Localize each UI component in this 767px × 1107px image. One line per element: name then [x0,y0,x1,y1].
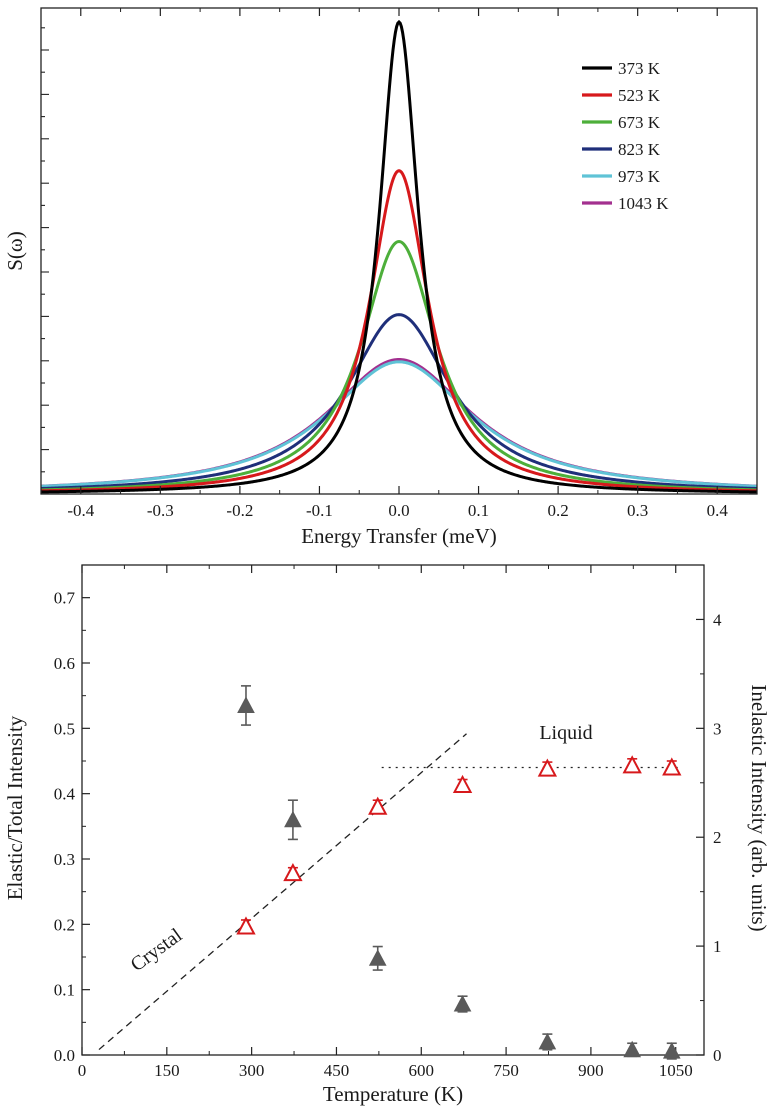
series-line-823-K [40,313,758,491]
elastic-total-point [284,810,302,828]
bottom-right-y-tick-label: 1 [713,937,722,956]
series-line-673-K [40,239,758,492]
top-x-tick-label: -0.2 [226,501,253,520]
top-x-tick-label: -0.1 [306,501,333,520]
bottom-x-tick-label: 750 [493,1061,519,1080]
bottom-plot-frame [81,564,705,1056]
bottom-x-tick-label: 450 [324,1061,350,1080]
top-legend: 373 K 523 K 673 K 823 K 973 K 1043 K [582,59,669,213]
inelastic-point [452,774,473,793]
inelastic-point [662,757,682,776]
top-x-tick-label: -0.3 [147,501,174,520]
bottom-x-tick-label: 1050 [659,1061,693,1080]
legend-label: 1043 K [618,194,669,213]
elastic-total-point [538,1032,557,1050]
elastic-total-point [662,1042,681,1059]
inelastic-point [537,758,558,777]
inelastic-point [368,796,388,815]
top-x-tick-label: 0.4 [707,501,729,520]
bottom-right-y-tick-label: 3 [713,719,722,738]
series-line-973-K [40,360,758,488]
bottom-x-tick-label: 900 [578,1061,604,1080]
bottom-trend-lines [98,733,682,1051]
legend-label: 823 K [618,140,661,159]
bottom-axes: 0 150 300 450 600 750 900 1050 0.0 0.1 0.2 0.3 0.4 0.… [54,564,722,1080]
crystal-trend-line [98,733,467,1051]
bottom-left-y-tick-label: 0.3 [54,850,75,869]
bottom-left-y-tick-label: 0.1 [54,981,75,1000]
bottom-left-y-tick-label: 0.7 [54,589,76,608]
crystal-annotation: Crystal [127,924,187,976]
bottom-data-points [236,685,682,1060]
bottom-x-tick-label: 300 [239,1061,265,1080]
top-x-tick-label: 0.3 [627,501,648,520]
top-x-tick-label: 0.2 [547,501,568,520]
bottom-left-y-tick-label: 0.4 [54,785,76,804]
elastic-total-point [623,1040,642,1058]
bottom-x-tick-label: 0 [78,1061,87,1080]
top-x-tick-label: 0.1 [468,501,489,520]
bottom-left-y-tick-label: 0.0 [54,1046,75,1065]
bottom-right-y-tick-label: 0 [713,1046,722,1065]
bottom-right-y-axis-title: Inelastic Intensity (arb. units) [747,684,767,931]
legend-label: 523 K [618,86,661,105]
bottom-x-tick-label: 600 [409,1061,435,1080]
bottom-left-y-tick-label: 0.5 [54,719,75,738]
bottom-right-y-tick-label: 2 [713,828,722,847]
bottom-left-y-tick-label: 0.2 [54,915,75,934]
liquid-annotation: Liquid [539,722,592,744]
bottom-left-y-tick-label: 0.6 [54,654,75,673]
series-line-1043-K [40,357,758,488]
legend-label: 373 K [618,59,661,78]
bottom-x-tick-label: 150 [154,1061,180,1080]
inelastic-point [236,916,256,935]
elastic-total-point [368,949,387,966]
legend-label: 673 K [618,113,661,132]
bottom-right-y-tick-label: 4 [713,610,722,629]
top-x-axis-title: Energy Transfer (meV) [301,524,497,548]
top-axes: -0.4 -0.3 -0.2 -0.1 0.0 0.1 0.2 0.3 0.4 [40,8,758,520]
top-x-tick-label: -0.4 [67,501,94,520]
inelastic-point [622,755,642,774]
bottom-chart: 0 150 300 450 600 750 900 1050 0.0 0.1 0.2 0.3 0.4 0.… [3,564,767,1106]
top-plot-frame [40,7,758,495]
elastic-total-point [453,994,472,1012]
elastic-total-point [237,696,255,713]
series-line-523-K [40,169,758,493]
top-chart: -0.4 -0.3 -0.2 -0.1 0.0 0.1 0.2 0.3 0.4 373 K 523… [3,7,758,548]
bottom-y-axis-title: Elastic/Total Intensity [3,715,27,900]
bottom-x-axis-title: Temperature (K) [323,1082,463,1106]
legend-label: 973 K [618,167,661,186]
inelastic-point [283,863,303,882]
top-y-axis-title: S(ω) [3,231,27,271]
top-x-tick-label: 0.0 [388,501,409,520]
